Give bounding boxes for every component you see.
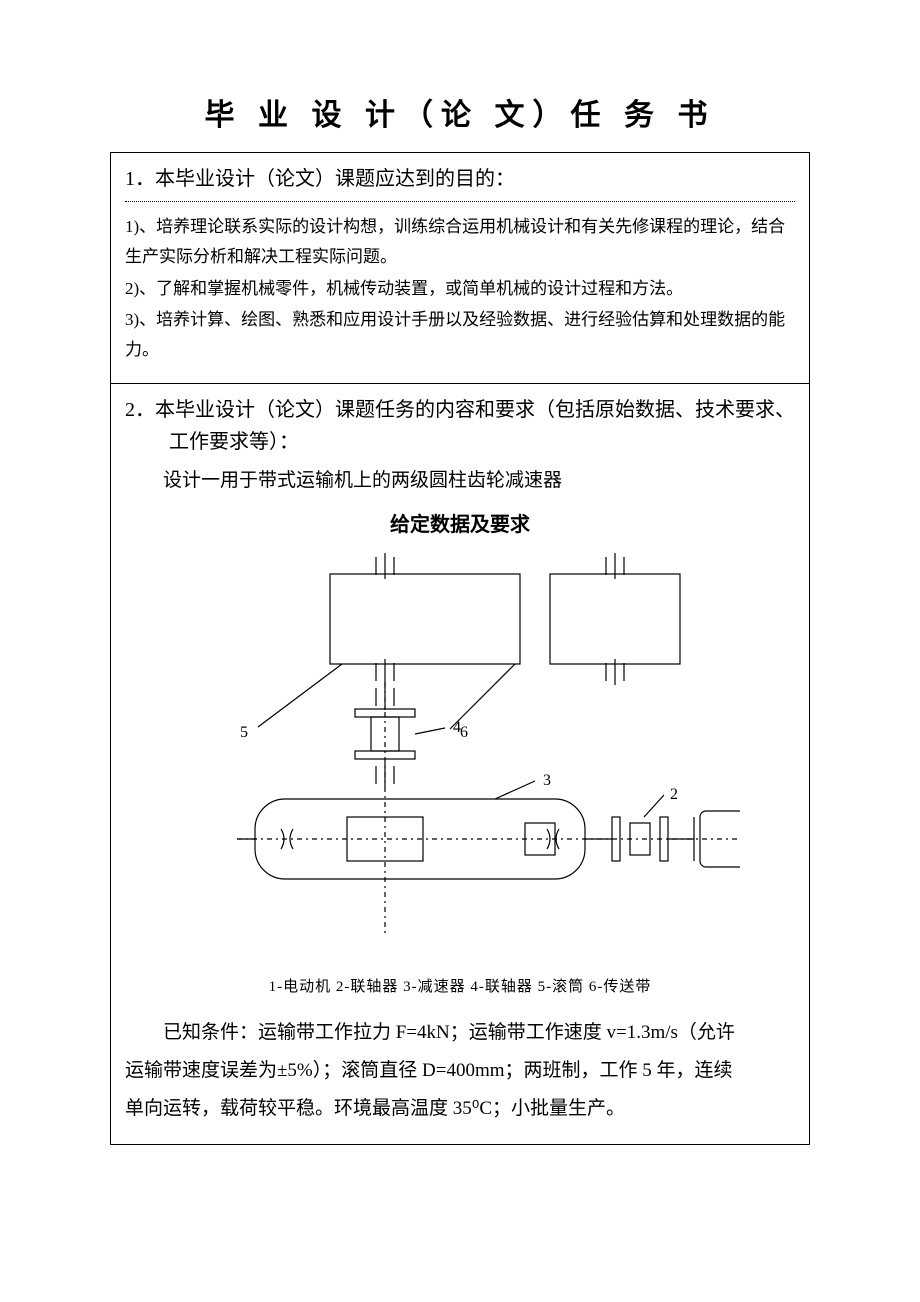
section-1-divider bbox=[125, 201, 795, 202]
section-2: 2．本毕业设计（论文）课题任务的内容和要求（包括原始数据、技术要求、 工作要求等… bbox=[111, 384, 809, 1144]
svg-text:6: 6 bbox=[460, 724, 468, 741]
known-conditions: 已知条件：运输带工作拉力 F=4kN；运输带工作速度 v=1.3m/s（允许 运… bbox=[125, 1014, 795, 1128]
conditions-line-1: 已知条件：运输带工作拉力 F=4kN；运输带工作速度 v=1.3m/s（允许 bbox=[125, 1014, 795, 1052]
design-task-line: 设计一用于带式运输机上的两级圆柱齿轮减速器 bbox=[125, 464, 795, 498]
svg-text:4: 4 bbox=[453, 719, 461, 736]
svg-text:2: 2 bbox=[670, 786, 678, 803]
section-2-heading: 2．本毕业设计（论文）课题任务的内容和要求（包括原始数据、技术要求、 工作要求等… bbox=[125, 394, 795, 458]
mechanism-diagram: 564321 bbox=[180, 539, 740, 969]
diagram-title: 给定数据及要求 bbox=[125, 508, 795, 537]
section-2-heading-line2: 工作要求等）： bbox=[125, 431, 299, 453]
conditions-line-3: 单向运转，载荷较平稳。环境最高温度 35⁰C；小批量生产。 bbox=[125, 1090, 795, 1128]
diagram-legend: 1-电动机 2-联轴器 3-减速器 4-联轴器 5-滚筒 6-传送带 bbox=[125, 975, 795, 996]
section-1-body: 1)、培养理论联系实际的设计构想，训练综合运用机械设计和有关先修课程的理论，结合… bbox=[125, 212, 795, 365]
task-table: 1．本毕业设计（论文）课题应达到的目的： 1)、培养理论联系实际的设计构想，训练… bbox=[110, 152, 810, 1145]
section-1-item-3: 3)、培养计算、绘图、熟悉和应用设计手册以及经验数据、进行经验估算和处理数据的能… bbox=[125, 305, 795, 365]
section-1-item-2: 2)、了解和掌握机械零件，机械传动装置，或简单机械的设计过程和方法。 bbox=[125, 274, 795, 304]
diagram-container: 564321 bbox=[125, 539, 795, 969]
section-1-item-1: 1)、培养理论联系实际的设计构想，训练综合运用机械设计和有关先修课程的理论，结合… bbox=[125, 212, 795, 272]
svg-text:5: 5 bbox=[240, 724, 248, 741]
page-title: 毕 业 设 计（论 文）任 务 书 bbox=[110, 90, 810, 134]
section-1: 1．本毕业设计（论文）课题应达到的目的： 1)、培养理论联系实际的设计构想，训练… bbox=[111, 153, 809, 384]
svg-text:3: 3 bbox=[543, 772, 551, 789]
conditions-line-2: 运输带速度误差为±5%）；滚筒直径 D=400mm；两班制，工作 5 年，连续 bbox=[125, 1052, 795, 1090]
section-2-heading-line1: 2．本毕业设计（论文）课题任务的内容和要求（包括原始数据、技术要求、 bbox=[125, 399, 795, 421]
section-1-heading: 1．本毕业设计（论文）课题应达到的目的： bbox=[125, 163, 795, 195]
